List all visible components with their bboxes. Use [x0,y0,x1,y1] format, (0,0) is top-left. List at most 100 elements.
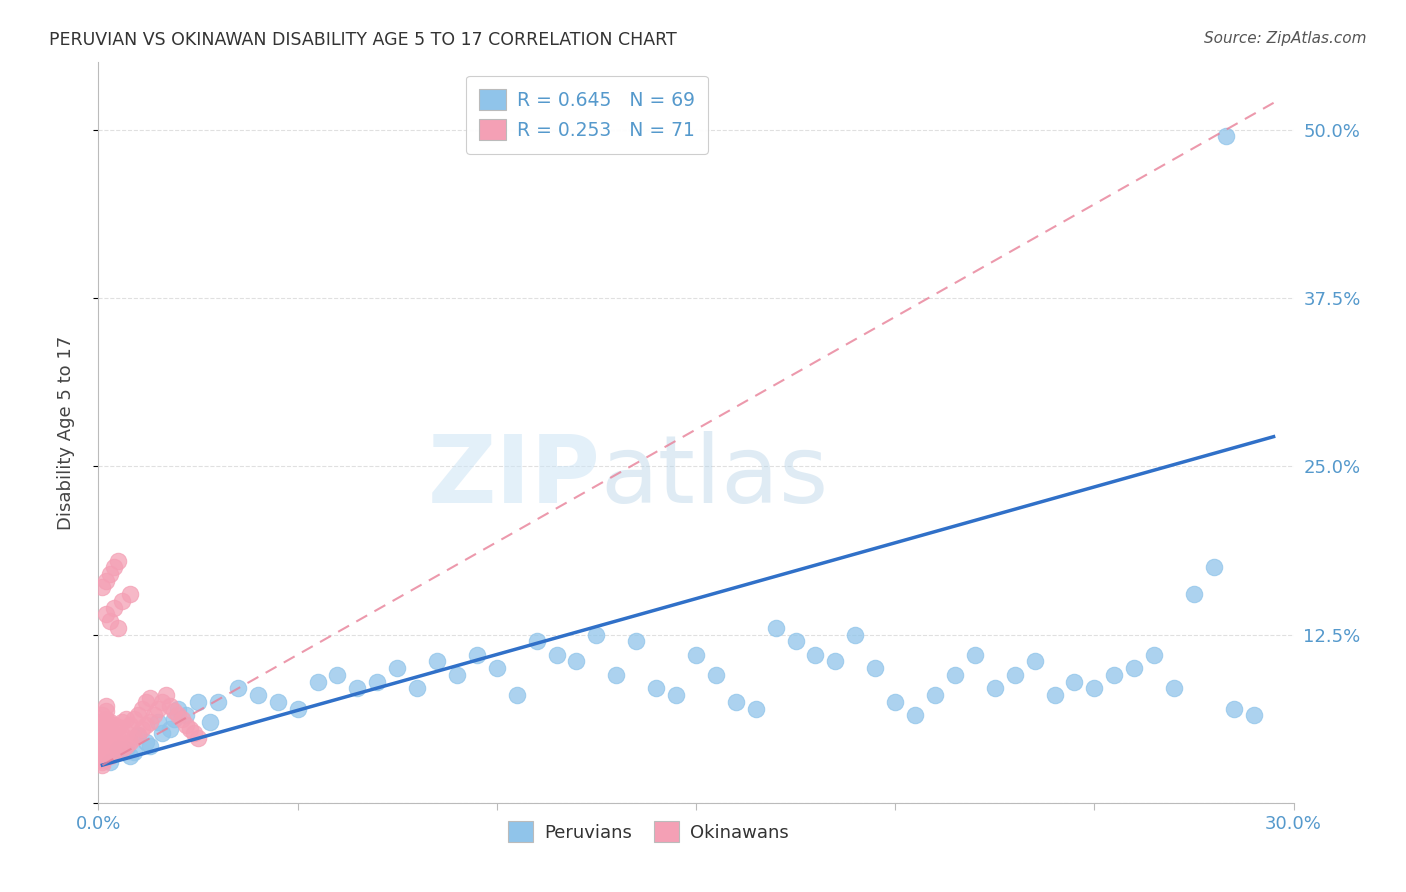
Point [139,739,162,754]
Point [943,668,966,682]
Point [804,648,827,662]
Point [526,634,548,648]
Point [98,566,122,581]
Point [96,704,118,718]
Point [148,701,170,715]
Point [103,560,125,574]
Point [546,648,568,662]
Point [307,674,329,689]
Point [187,731,209,746]
Point [91,756,114,770]
Point [143,708,166,723]
Point [96,739,118,754]
Point [127,729,149,743]
Point [1083,681,1105,696]
Point [785,634,807,648]
Point [745,701,768,715]
Point [91,729,114,743]
Point [246,688,269,702]
Point [91,753,114,767]
Point [446,668,468,682]
Point [765,621,787,635]
Point [326,668,349,682]
Point [103,737,125,751]
Point [150,695,173,709]
Point [465,648,488,662]
Point [135,717,157,731]
Point [984,681,1007,696]
Point [120,587,142,601]
Point [148,714,170,729]
Point [107,621,129,635]
Point [406,681,429,696]
Point [91,748,114,763]
Point [96,717,118,731]
Point [267,695,290,709]
Point [131,701,153,715]
Point [139,714,162,729]
Point [91,742,114,756]
Text: ZIP: ZIP [427,431,600,523]
Point [685,648,707,662]
Point [131,722,153,736]
Point [1123,661,1146,675]
Point [1243,708,1265,723]
Point [98,614,122,628]
Point [163,704,186,718]
Point [155,688,177,702]
Point [91,708,114,723]
Point [96,731,118,746]
Point [103,600,125,615]
Point [824,655,846,669]
Point [120,748,142,763]
Point [426,655,449,669]
Point [120,735,142,749]
Point [485,661,508,675]
Point [98,742,122,756]
Point [127,708,149,723]
Point [115,726,138,740]
Point [107,553,129,567]
Point [124,712,146,726]
Point [385,661,409,675]
Text: atlas: atlas [600,431,828,523]
Point [103,717,125,731]
Point [135,735,157,749]
Y-axis label: Disability Age 5 to 17: Disability Age 5 to 17 [56,335,75,530]
Point [98,756,122,770]
Point [287,701,309,715]
Point [98,714,122,729]
Point [179,722,201,736]
Point [159,722,181,736]
Text: Source: ZipAtlas.com: Source: ZipAtlas.com [1204,31,1367,46]
Point [585,627,607,641]
Point [163,712,186,726]
Point [174,717,197,731]
Point [111,729,134,743]
Point [904,708,927,723]
Point [187,695,209,709]
Point [103,729,125,743]
Point [565,655,588,669]
Point [665,688,688,702]
Legend: Peruvians, Okinawans: Peruvians, Okinawans [501,814,796,849]
Point [884,695,907,709]
Point [124,745,146,759]
Point [111,742,134,756]
Point [103,745,125,759]
Point [98,748,122,763]
Point [1182,587,1205,601]
Point [645,681,668,696]
Point [96,607,118,622]
Point [1004,668,1026,682]
Point [724,695,747,709]
Point [91,722,114,736]
Point [1215,129,1237,144]
Point [1223,701,1246,715]
Point [626,634,648,648]
Point [115,739,138,754]
Point [96,712,118,726]
Point [207,695,229,709]
Point [167,701,190,715]
Point [135,695,157,709]
